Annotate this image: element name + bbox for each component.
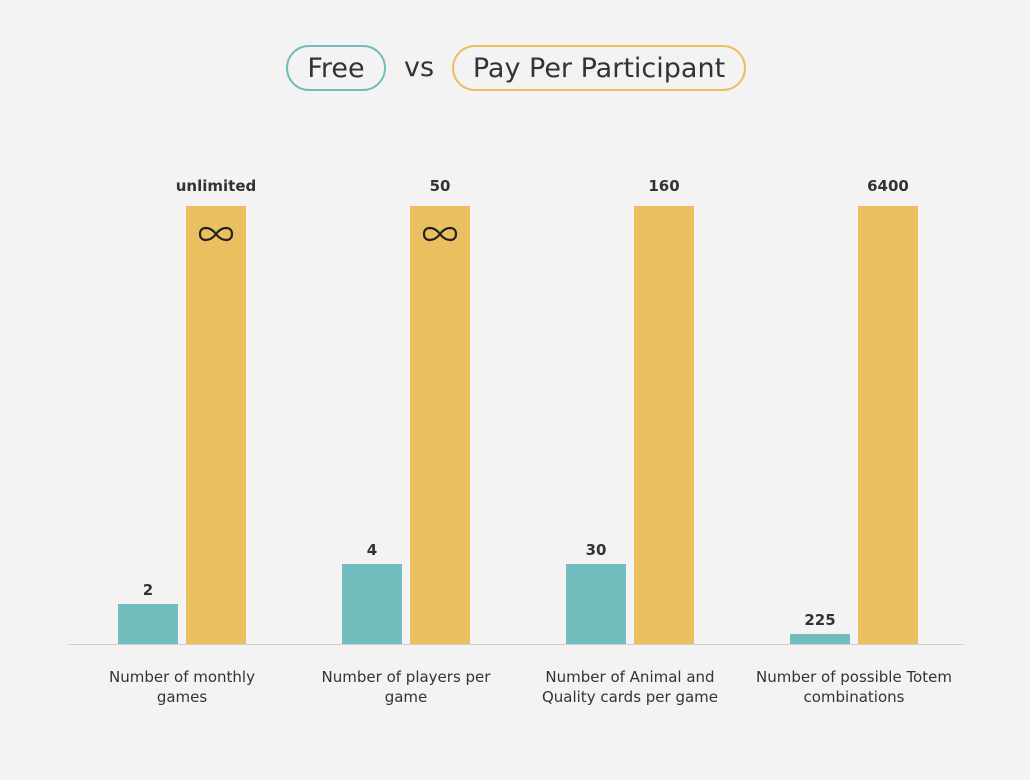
x-axis	[68, 644, 964, 645]
value-label-free: 30	[585, 541, 607, 559]
category-label: Number of possible Totem combinations	[756, 668, 952, 706]
category-label: Number of players per game	[321, 668, 491, 706]
value-label-free: 225	[804, 611, 836, 629]
category-label: Number of monthly games	[109, 668, 255, 706]
value-label-free: 4	[366, 541, 378, 559]
bar-free	[342, 564, 402, 644]
infinity-icon	[420, 224, 460, 244]
bar-free	[118, 604, 178, 644]
bar-pay	[410, 206, 470, 644]
infinity-icon	[196, 224, 236, 244]
value-label-pay: 6400	[867, 177, 909, 195]
bar-free	[790, 634, 850, 644]
legend-vs: vs	[404, 52, 435, 83]
value-label-pay: 160	[648, 177, 680, 195]
value-label-free: 2	[142, 581, 154, 599]
bar-free	[566, 564, 626, 644]
category-label: Number of Animal and Quality cards per g…	[541, 668, 719, 706]
bar-pay	[186, 206, 246, 644]
value-label-pay: unlimited	[175, 177, 257, 195]
bar-pay	[634, 206, 694, 644]
bar-pay	[858, 206, 918, 644]
legend-pay-per-participant: Pay Per Participant	[452, 45, 746, 91]
legend-free: Free	[286, 45, 386, 91]
value-label-pay: 50	[429, 177, 451, 195]
